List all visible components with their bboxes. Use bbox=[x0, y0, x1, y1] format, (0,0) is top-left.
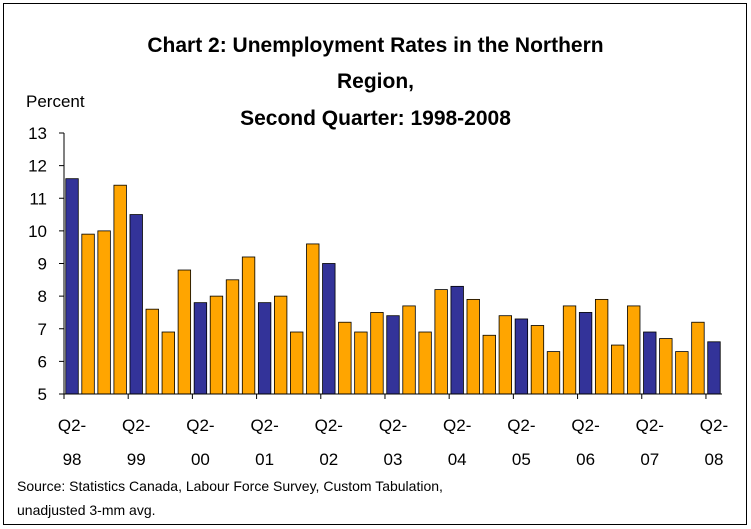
chart-title-line-3: Second Quarter: 1998-2008 bbox=[240, 107, 511, 130]
bar bbox=[707, 341, 721, 395]
bar bbox=[193, 302, 208, 395]
x-tick-label: Q2- bbox=[315, 416, 343, 435]
y-tick-label: 5 bbox=[38, 385, 47, 404]
bar bbox=[675, 351, 689, 395]
x-tick-label: Q2- bbox=[700, 416, 728, 435]
x-tick-label: Q2- bbox=[58, 416, 86, 435]
bar bbox=[81, 233, 95, 395]
bar bbox=[241, 256, 256, 395]
bar bbox=[546, 351, 561, 395]
bar bbox=[177, 269, 192, 395]
bar bbox=[338, 321, 352, 395]
bar bbox=[450, 285, 464, 395]
source-note: Source: Statistics Canada, Labour Force … bbox=[17, 474, 443, 522]
bar bbox=[97, 230, 111, 395]
bar bbox=[611, 344, 625, 395]
bar bbox=[322, 263, 336, 395]
bar bbox=[627, 305, 641, 395]
bar bbox=[514, 318, 529, 395]
bar bbox=[386, 315, 400, 395]
bar bbox=[418, 331, 432, 395]
x-tick-label: Q2- bbox=[122, 416, 150, 435]
y-tick-label: 10 bbox=[28, 222, 47, 241]
bar bbox=[643, 331, 657, 395]
bar bbox=[161, 331, 175, 395]
bar bbox=[290, 331, 304, 395]
x-tick-label: 99 bbox=[127, 450, 146, 469]
y-tick-label: 12 bbox=[28, 157, 47, 176]
bar bbox=[562, 305, 577, 395]
bar bbox=[530, 325, 545, 395]
x-tick-label: 03 bbox=[384, 450, 403, 469]
x-tick-label: Q2- bbox=[379, 416, 407, 435]
bar bbox=[273, 295, 288, 395]
x-tick-label: 07 bbox=[640, 450, 659, 469]
y-axis-label: Percent bbox=[26, 92, 85, 111]
bar bbox=[129, 214, 143, 395]
x-tick-label: Q2- bbox=[186, 416, 214, 435]
y-tick-label: 11 bbox=[29, 189, 47, 208]
bar bbox=[466, 298, 480, 395]
x-tick-label: Q2- bbox=[507, 416, 535, 435]
y-tick-label: 6 bbox=[38, 352, 47, 371]
bar bbox=[306, 243, 320, 395]
x-tick-label: 00 bbox=[191, 450, 210, 469]
bar bbox=[65, 178, 79, 395]
bar bbox=[578, 312, 593, 395]
bar bbox=[225, 279, 240, 395]
x-tick-label: 08 bbox=[705, 450, 724, 469]
bar bbox=[145, 308, 159, 395]
bar bbox=[257, 302, 272, 395]
x-tick-label: Q2- bbox=[443, 416, 471, 435]
x-tick-label: 01 bbox=[255, 450, 274, 469]
x-tick-label: Q2- bbox=[636, 416, 664, 435]
bar bbox=[659, 338, 673, 395]
y-tick-label: 7 bbox=[38, 320, 47, 339]
bar bbox=[434, 289, 448, 395]
y-tick-label: 9 bbox=[38, 255, 47, 274]
bar bbox=[354, 331, 368, 395]
bar bbox=[498, 315, 512, 395]
x-tick-label: 98 bbox=[63, 450, 82, 469]
bar bbox=[370, 312, 384, 395]
x-tick-label: 06 bbox=[576, 450, 595, 469]
bar bbox=[482, 334, 496, 395]
bar bbox=[594, 298, 609, 395]
x-tick-label: 04 bbox=[448, 450, 467, 469]
chart-title-line-1: Chart 2: Unemployment Rates in the North… bbox=[147, 34, 604, 57]
bar bbox=[209, 295, 224, 395]
chart-frame bbox=[3, 3, 747, 525]
x-tick-label: 02 bbox=[319, 450, 338, 469]
chart-title-line-2: Region, bbox=[337, 70, 414, 93]
bar bbox=[691, 321, 705, 395]
bar bbox=[402, 305, 416, 395]
bar bbox=[113, 184, 127, 395]
source-line-1: Source: Statistics Canada, Labour Force … bbox=[17, 478, 443, 494]
y-tick-label: 8 bbox=[38, 287, 47, 306]
source-line-2: unadjusted 3-mm avg. bbox=[17, 502, 156, 518]
x-tick-label: Q2- bbox=[250, 416, 278, 435]
x-tick-label: 05 bbox=[512, 450, 531, 469]
x-tick-label: Q2- bbox=[571, 416, 599, 435]
y-tick-label: 13 bbox=[28, 124, 47, 143]
